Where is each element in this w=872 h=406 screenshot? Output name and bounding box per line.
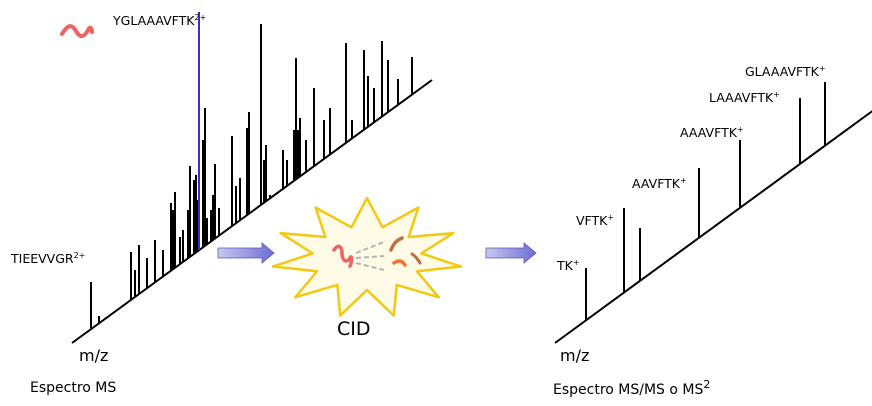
ms1-axis-label: m/z — [79, 346, 109, 365]
ms2-axis-label: m/z — [560, 346, 590, 365]
ms2-peaks — [585, 82, 826, 321]
fragment-label-glaaavftk: GLAAAVFTK+ — [745, 64, 826, 79]
precursor-label: YGLAAAVFTK2+ — [113, 13, 207, 28]
fragment-label-aaavftk: AAAVFTK+ — [680, 125, 744, 140]
ms1-peaks — [90, 24, 413, 330]
ms1-axis — [71, 79, 433, 344]
cid-label: CID — [337, 318, 371, 340]
fragment-label-laaavftk: LAAAVFTK+ — [709, 90, 780, 105]
fragment-label-tk: TK+ — [557, 258, 580, 273]
fragment-label-vftk: VFTK+ — [576, 213, 615, 228]
peptide-in-cid-icon — [332, 244, 354, 268]
fragment-icon-c — [410, 252, 422, 265]
ms2-axis — [554, 110, 872, 344]
fragment-icon-b — [392, 259, 407, 267]
ms1-caption: Espectro MS — [30, 380, 117, 396]
peptide-icon — [60, 24, 94, 39]
fragment-icon-a — [389, 236, 404, 252]
ms2-caption: Espectro MS/MS o MS2 — [553, 378, 711, 398]
fragment-lines — [355, 241, 385, 271]
arrow-to-cid — [217, 242, 275, 264]
fragment-label-aavftk: AAVFTK+ — [632, 176, 687, 191]
other-peptide-label: TIEEVVGR2+ — [11, 251, 86, 266]
arrow-to-ms2 — [485, 242, 537, 264]
